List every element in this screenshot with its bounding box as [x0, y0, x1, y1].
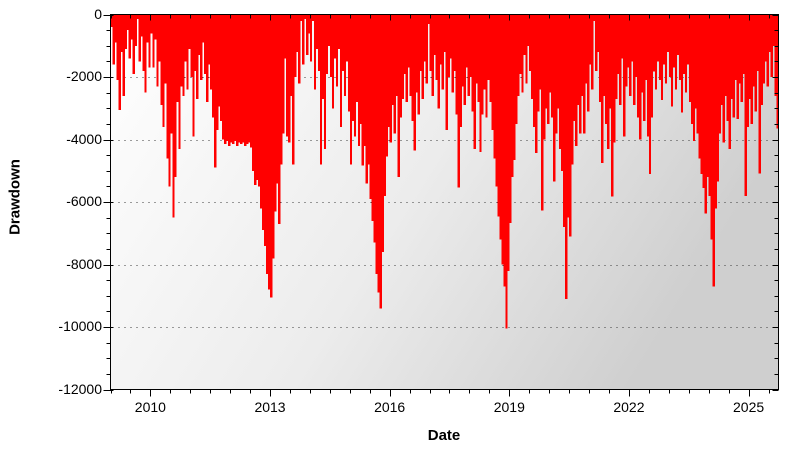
y-tick-label: -2000 [66, 68, 102, 84]
x-tick-label: 2016 [374, 399, 406, 415]
y-tick-label: -10000 [58, 318, 102, 334]
y-tick-label: -4000 [66, 130, 102, 147]
y-tick-label: -8000 [66, 255, 102, 272]
x-tick-label: 2019 [493, 399, 525, 415]
drawdown-bars [110, 14, 779, 329]
y-tick-label: -12000 [58, 380, 102, 397]
y-axis-title-text: Drawdown [6, 159, 24, 235]
x-tick-label: 2022 [613, 399, 645, 415]
y-tick-label: -6000 [66, 193, 102, 209]
axis-ticks [103, 14, 779, 397]
x-axis-title: Date [427, 427, 461, 444]
y-tick-label: 0 [94, 5, 102, 22]
x-tick-label: 2013 [254, 399, 286, 415]
x-tick-label: 2010 [134, 399, 166, 415]
x-tick-label: 2025 [733, 399, 765, 415]
